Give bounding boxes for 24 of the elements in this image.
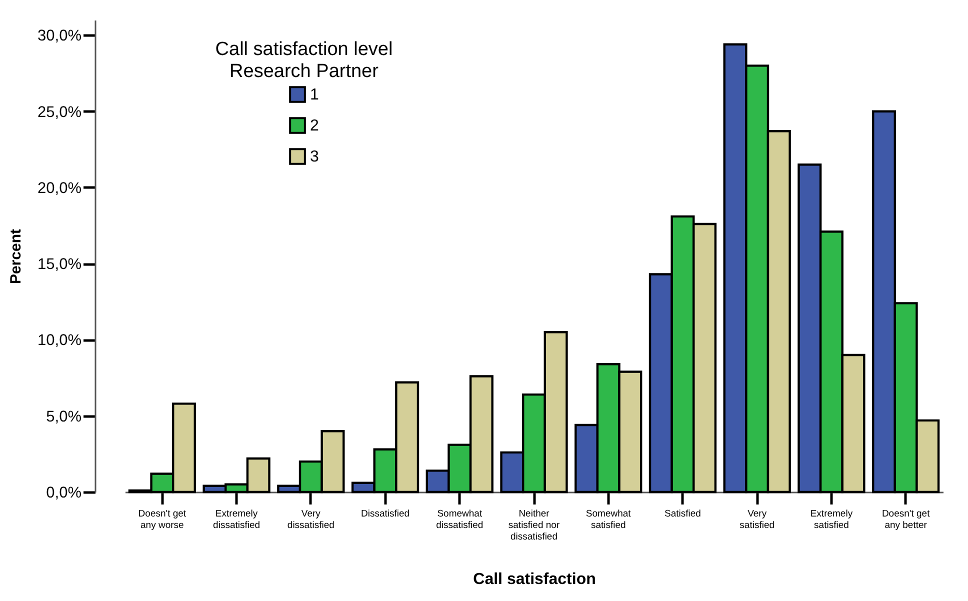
x-tick-label: Somewhat satisfied (586, 508, 632, 531)
legend-label: 2 (310, 118, 319, 134)
x-tick-label: Doesn't get any worse (138, 508, 186, 531)
y-axis-title: Percent (8, 228, 25, 284)
y-tick-label: 0,0% (46, 484, 82, 502)
y-tick-label: 15,0% (38, 256, 82, 274)
x-tick-label: Satisfied (664, 508, 701, 520)
y-tick-label: 10,0% (38, 332, 82, 350)
legend-title: Call satisfaction level Research Partner (215, 39, 393, 82)
x-tick-label: Dissatisfied (360, 508, 410, 520)
x-tick-label: Very dissatisfied (287, 508, 334, 531)
y-tick-label: 20,0% (38, 180, 82, 197)
y-tick-label: 5,0% (46, 408, 82, 426)
legend-label: 3 (310, 148, 319, 166)
legend-label: 1 (310, 86, 319, 104)
y-tick-label: 25,0% (38, 104, 82, 121)
x-tick-label: Extremely dissatisfied (213, 508, 260, 531)
x-tick-label: Somewhat dissatisfied (436, 508, 484, 531)
x-tick-label: Doesn't get any better (882, 508, 930, 531)
x-tick-label: Neither satisfied nor dissatisfied (508, 508, 560, 542)
x-tick-label: Extremely satisfied (810, 508, 853, 531)
y-tick-label: 30,0% (38, 28, 82, 45)
x-tick-label: Very satisfied (740, 508, 775, 531)
x-axis-title: Call satisfaction (473, 571, 596, 588)
